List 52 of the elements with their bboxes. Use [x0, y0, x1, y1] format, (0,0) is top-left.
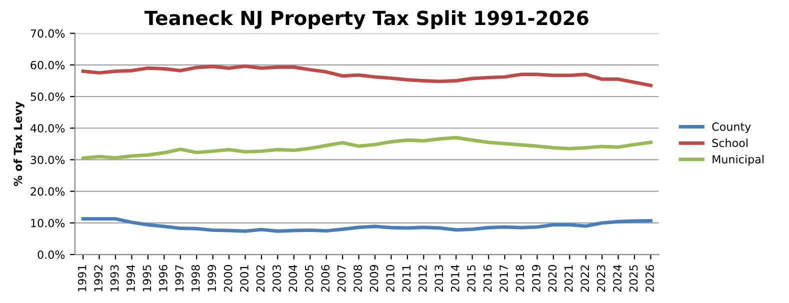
line-series	[81, 217, 652, 233]
x-tick-label: 2013	[434, 265, 444, 292]
x-tick-label: 1996	[158, 264, 168, 292]
y-tick-label: 30.0%	[30, 156, 65, 164]
line-series	[81, 136, 652, 160]
x-tick-label: 2016	[483, 264, 492, 292]
line-series	[81, 64, 652, 88]
x-tick-label: 2000	[224, 264, 232, 292]
y-tick-label: 0.0%	[38, 250, 65, 259]
x-tick-label: 2007	[337, 265, 346, 292]
y-tick-label: 50.0%	[30, 92, 65, 101]
x-tick-label: 2014	[450, 264, 460, 292]
x-tick-label: 2017	[500, 265, 508, 292]
x-tick-label: 2012	[418, 265, 427, 292]
x-tick-label: 2021	[564, 265, 573, 292]
x-tick-label: 2025	[629, 265, 638, 292]
y-tick-label: 60.0%	[30, 60, 65, 70]
chart-title: Teaneck NJ Property Tax Split 1991-2026	[144, 10, 588, 30]
x-tick-label: 1992	[94, 265, 103, 292]
x-tick-label: 2002	[256, 265, 265, 292]
y-tick-label: 40.0%	[30, 124, 65, 133]
x-tick-label: 2005	[304, 265, 314, 292]
x-tick-label: 2011	[402, 265, 411, 292]
y-axis-title: % of Tax Levy	[14, 102, 24, 186]
x-tick-label: 2010	[386, 264, 394, 292]
x-tick-label: 2008	[354, 265, 362, 292]
legend-label: School	[712, 138, 748, 148]
x-tick-label: 2026	[646, 264, 654, 292]
x-tick-label: 2023	[596, 265, 606, 292]
x-tick-label: 2006	[321, 264, 330, 292]
y-tick-label: 10.0%	[31, 218, 65, 228]
x-tick-label: 2003	[272, 265, 281, 292]
x-tick-label: 1999	[208, 265, 216, 292]
x-tick-label: 1993	[110, 265, 119, 292]
x-tick-label: 2015	[467, 265, 476, 292]
x-tick-label: 2024	[613, 264, 622, 292]
x-tick-label: 1995	[142, 265, 152, 292]
x-tick-label: 2020	[548, 264, 557, 292]
x-tick-label: 1998	[191, 265, 200, 292]
x-tick-label: 2018	[516, 265, 524, 292]
y-tick-label: 70.0%	[30, 29, 65, 38]
x-tick-label: 2001	[240, 265, 248, 292]
legend-label: Municipal	[712, 154, 764, 166]
x-tick-label: 2009	[370, 265, 378, 292]
y-tick-label: 20.0%	[30, 187, 65, 196]
x-tick-label: 1991	[78, 265, 86, 292]
x-tick-label: 1997	[175, 265, 184, 292]
x-tick-label: 2004	[288, 264, 298, 292]
legend-label: County	[712, 122, 751, 133]
x-tick-label: 2022	[580, 265, 590, 292]
x-tick-label: 2019	[532, 265, 540, 292]
x-tick-label: 1994	[126, 264, 135, 292]
